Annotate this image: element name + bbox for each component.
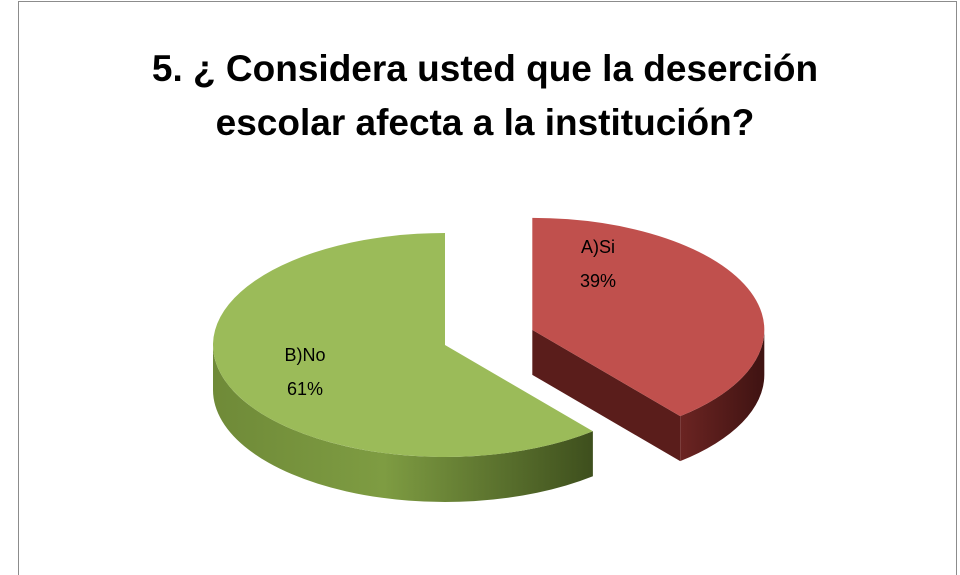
chart-title: 5. ¿ Considera usted que la deserción es…: [151, 48, 819, 143]
slice-cut-face: [532, 329, 681, 462]
slice-label: B)No: [284, 345, 325, 365]
chart-frame: [18, 1, 957, 575]
slice-value-label: 39%: [580, 271, 616, 291]
slice-side: [680, 329, 765, 462]
slice: [212, 233, 593, 458]
slice: [532, 217, 765, 417]
slice-label: A)Si: [581, 237, 615, 257]
slice-value-label: 61%: [287, 379, 323, 399]
slice-side: [213, 345, 593, 503]
